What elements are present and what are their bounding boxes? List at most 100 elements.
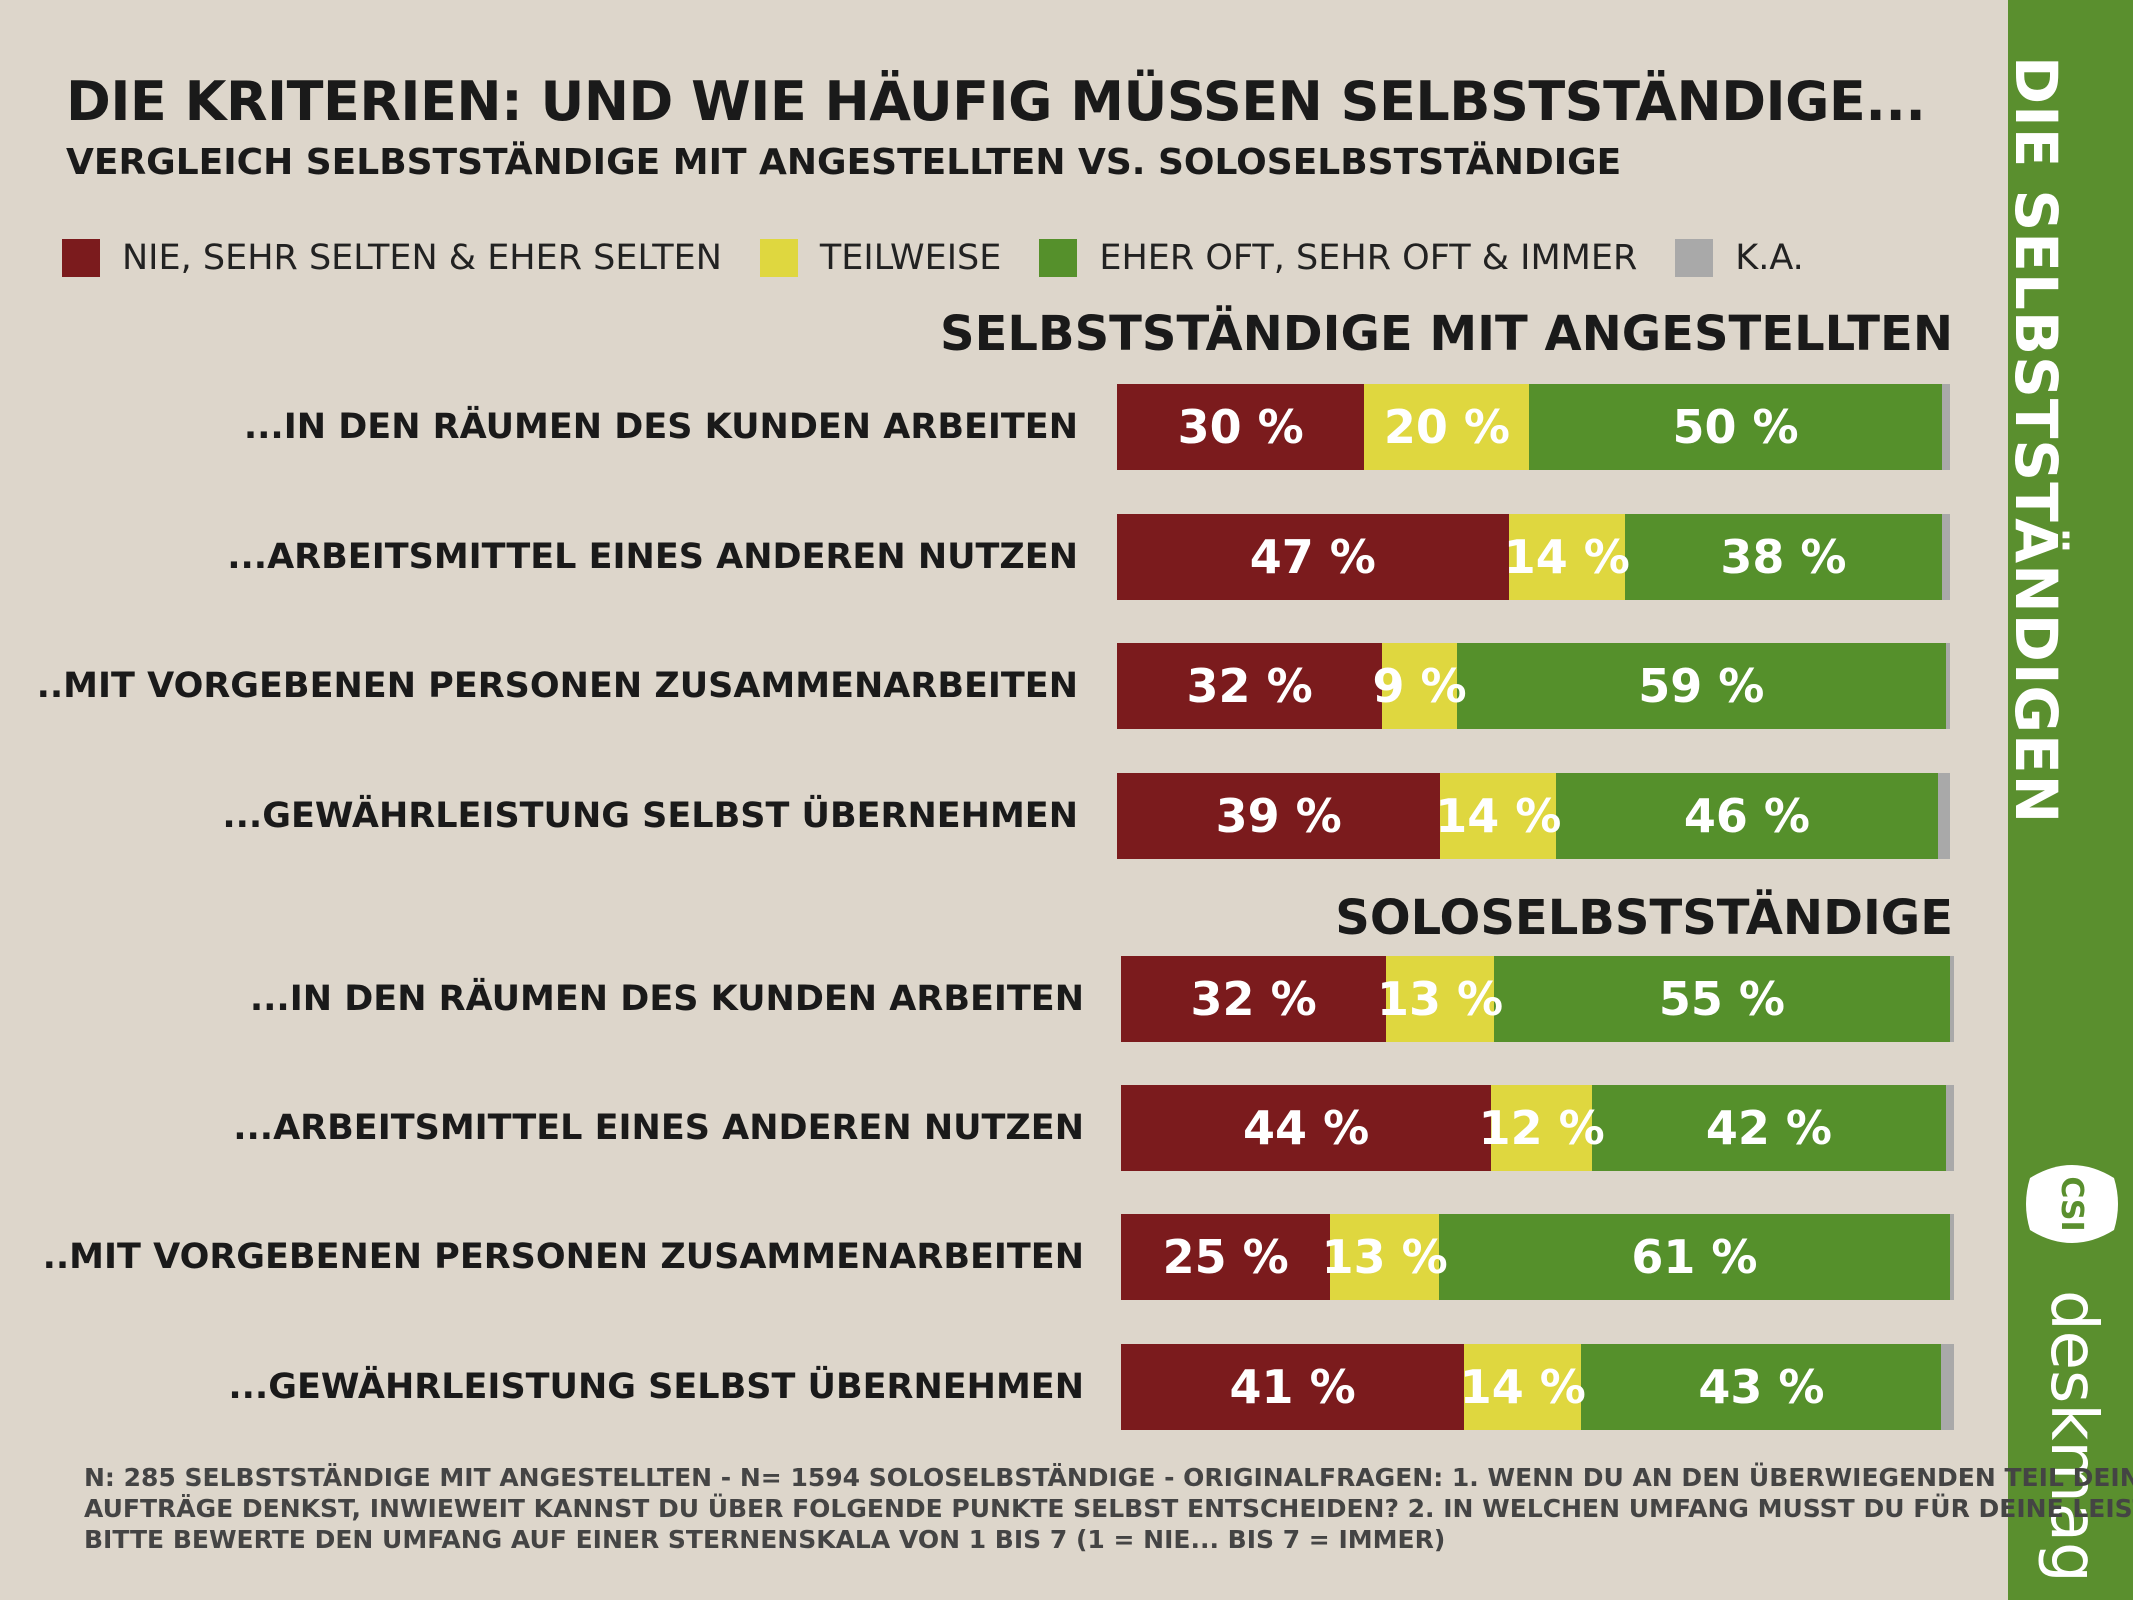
sidebar-band xyxy=(2008,0,2133,1600)
data-label-partly: 13 % xyxy=(1321,1230,1448,1284)
data-label-often: 55 % xyxy=(1658,972,1785,1026)
data-label-often: 42 % xyxy=(1705,1101,1832,1155)
bar-row: ...GEWÄHRLEISTUNG SELBST ÜBERNEHMEN 41 % 1… xyxy=(0,1344,1960,1430)
row-label: ...ARBEITSMITTEL EINES ANDEREN NUTZEN xyxy=(233,1108,1084,1148)
data-label-partly: 14 % xyxy=(1503,530,1630,584)
bar-segment-often: 42 % xyxy=(1592,1085,1946,1171)
chart-subtitle: VERGLEICH SELBSTSTÄNDIGE MIT ANGESTELLTE… xyxy=(66,142,1622,183)
bar-segment-rarely: 32 % xyxy=(1117,643,1383,729)
stacked-bar: 32 % 13 % 55 % xyxy=(1121,956,1954,1042)
legend-swatch-partly xyxy=(759,239,798,277)
footnote-line-3: BITTE BEWERTE DEN UMFANG AUF EINER STERN… xyxy=(84,1525,1446,1554)
bar-segment-na xyxy=(1941,384,1950,470)
footnote: N: 285 SELBSTSTÄNDIGE MIT ANGESTELLTEN -… xyxy=(84,1462,2133,1555)
legend-swatch-na xyxy=(1675,239,1714,277)
legend-item-often: EHER OFT, SEHR OFT & IMMER xyxy=(1039,238,1637,278)
row-label: ...GEWÄHRLEISTUNG SELBST ÜBERNEHMEN xyxy=(228,1367,1084,1407)
deskmag-logo: deskmag xyxy=(2036,1290,2110,1583)
stacked-bar: 47 % 14 % 38 % xyxy=(1117,514,1950,600)
legend-item-rarely: NIE, SEHR SELTEN & EHER SELTEN xyxy=(62,238,722,278)
stacked-bar: 44 % 12 % 42 % xyxy=(1121,1085,1954,1171)
bar-segment-rarely: 41 % xyxy=(1121,1344,1465,1430)
data-label-partly: 13 % xyxy=(1377,972,1504,1026)
data-label-rarely: 32 % xyxy=(1190,972,1317,1026)
stacked-bar: 25 % 13 % 61 % xyxy=(1121,1214,1954,1300)
bar-segment-rarely: 39 % xyxy=(1117,773,1441,859)
bar-segment-partly: 13 % xyxy=(1377,956,1503,1042)
bar-segment-na xyxy=(1949,1214,1954,1300)
data-label-rarely: 41 % xyxy=(1229,1360,1356,1414)
data-label-partly: 12 % xyxy=(1478,1101,1605,1155)
footnote-line-1: N: 285 SELBSTSTÄNDIGE MIT ANGESTELLTEN -… xyxy=(84,1463,2133,1492)
stacked-bar: 41 % 14 % 43 % xyxy=(1121,1344,1954,1430)
footnote-line-2: AUFTRÄGE DENKST, INWIEWEIT KANNST DU ÜBE… xyxy=(84,1494,2133,1523)
data-label-rarely: 44 % xyxy=(1243,1101,1370,1155)
bar-row: ..MIT VORGEBENEN PERSONEN ZUSAMMENARBEIT… xyxy=(0,643,1960,729)
bar-row: ...ARBEITSMITTEL EINES ANDEREN NUTZEN 44 … xyxy=(0,1085,1960,1171)
bar-row: ...IN DEN RÄUMEN DES KUNDEN ARBEITEN 30 %… xyxy=(0,384,1960,470)
bar-segment-na xyxy=(1949,956,1954,1042)
bar-segment-partly: 13 % xyxy=(1322,1214,1448,1300)
bar-segment-often: 38 % xyxy=(1625,514,1942,600)
bar-segment-partly: 14 % xyxy=(1504,514,1630,600)
legend-label-partly: TEILWEISE xyxy=(819,238,1002,278)
data-label-often: 50 % xyxy=(1672,400,1799,454)
legend-item-na: K.A. xyxy=(1675,238,1804,278)
bar-row: ...IN DEN RÄUMEN DES KUNDEN ARBEITEN 32 %… xyxy=(0,956,1960,1042)
bar-segment-often: 59 % xyxy=(1456,643,1946,729)
bar-segment-often: 46 % xyxy=(1556,773,1938,859)
data-label-rarely: 39 % xyxy=(1215,789,1342,843)
row-label: ..MIT VORGEBENEN PERSONEN ZUSAMMENARBEIT… xyxy=(36,666,1078,706)
data-label-partly: 14 % xyxy=(1435,789,1562,843)
bar-row: ..MIT VORGEBENEN PERSONEN ZUSAMMENARBEIT… xyxy=(0,1214,1960,1300)
bar-segment-often: 50 % xyxy=(1529,384,1942,470)
legend-label-rarely: NIE, SEHR SELTEN & EHER SELTEN xyxy=(122,238,722,278)
bar-segment-na xyxy=(1945,1085,1954,1171)
chart-title: DIE KRITERIEN: UND WIE HÄUFIG MÜSSEN SEL… xyxy=(66,70,1926,133)
bar-row: ...GEWÄHRLEISTUNG SELBST ÜBERNEHMEN 39 % 1… xyxy=(0,773,1960,859)
bar-segment-partly: 14 % xyxy=(1435,773,1561,859)
data-label-often: 59 % xyxy=(1638,659,1765,713)
legend-label-often: EHER OFT, SEHR OFT & IMMER xyxy=(1099,238,1638,278)
data-label-partly: 9 % xyxy=(1372,659,1467,713)
row-label: ...GEWÄHRLEISTUNG SELBST ÜBERNEHMEN xyxy=(222,796,1078,836)
bar-segment-rarely: 30 % xyxy=(1117,384,1365,470)
data-label-often: 46 % xyxy=(1683,789,1810,843)
stacked-bar: 39 % 14 % 46 % xyxy=(1117,773,1950,859)
bar-segment-na xyxy=(1941,1344,1954,1430)
data-label-rarely: 30 % xyxy=(1177,400,1304,454)
data-label-rarely: 25 % xyxy=(1162,1230,1289,1284)
csi-logo-icon: CSI xyxy=(2026,1165,2118,1243)
data-label-often: 38 % xyxy=(1720,530,1847,584)
bar-segment-rarely: 32 % xyxy=(1121,956,1387,1042)
bar-segment-often: 43 % xyxy=(1581,1344,1942,1430)
data-label-often: 61 % xyxy=(1631,1230,1758,1284)
csi-logo-text: CSI xyxy=(2054,1176,2089,1231)
bar-segment-partly: 20 % xyxy=(1364,384,1530,470)
data-label-partly: 20 % xyxy=(1383,400,1510,454)
sidebar-title: DIE SELBSTSTÄNDIGEN xyxy=(2002,56,2070,825)
data-label-often: 43 % xyxy=(1698,1360,1825,1414)
data-label-rarely: 47 % xyxy=(1249,530,1376,584)
bar-segment-na xyxy=(1937,773,1950,859)
bar-segment-partly: 14 % xyxy=(1460,1344,1586,1430)
data-label-rarely: 32 % xyxy=(1186,659,1313,713)
legend-swatch-often xyxy=(1039,239,1078,277)
row-label: ..MIT VORGEBENEN PERSONEN ZUSAMMENARBEIT… xyxy=(42,1237,1084,1277)
section-title-solo: SOLOSELBSTSTÄNDIGE xyxy=(1335,890,1953,946)
legend: NIE, SEHR SELTEN & EHER SELTEN TEILWEISE… xyxy=(62,238,1842,278)
section-title-employers: SELBSTSTÄNDIGE MIT ANGESTELLTEN xyxy=(940,306,1953,362)
row-label: ...ARBEITSMITTEL EINES ANDEREN NUTZEN xyxy=(227,537,1078,577)
data-label-partly: 14 % xyxy=(1459,1360,1586,1414)
bar-segment-partly: 9 % xyxy=(1372,643,1467,729)
bar-segment-na xyxy=(1941,514,1950,600)
legend-item-partly: TEILWEISE xyxy=(759,238,1002,278)
bar-segment-rarely: 25 % xyxy=(1121,1214,1331,1300)
bar-segment-na xyxy=(1945,643,1950,729)
bar-segment-rarely: 47 % xyxy=(1117,514,1509,600)
legend-label-na: K.A. xyxy=(1735,238,1804,278)
stacked-bar: 30 % 20 % 50 % xyxy=(1117,384,1950,470)
bar-row: ...ARBEITSMITTEL EINES ANDEREN NUTZEN 47 … xyxy=(0,514,1960,600)
bar-segment-often: 55 % xyxy=(1493,956,1950,1042)
bar-segment-often: 61 % xyxy=(1439,1214,1950,1300)
